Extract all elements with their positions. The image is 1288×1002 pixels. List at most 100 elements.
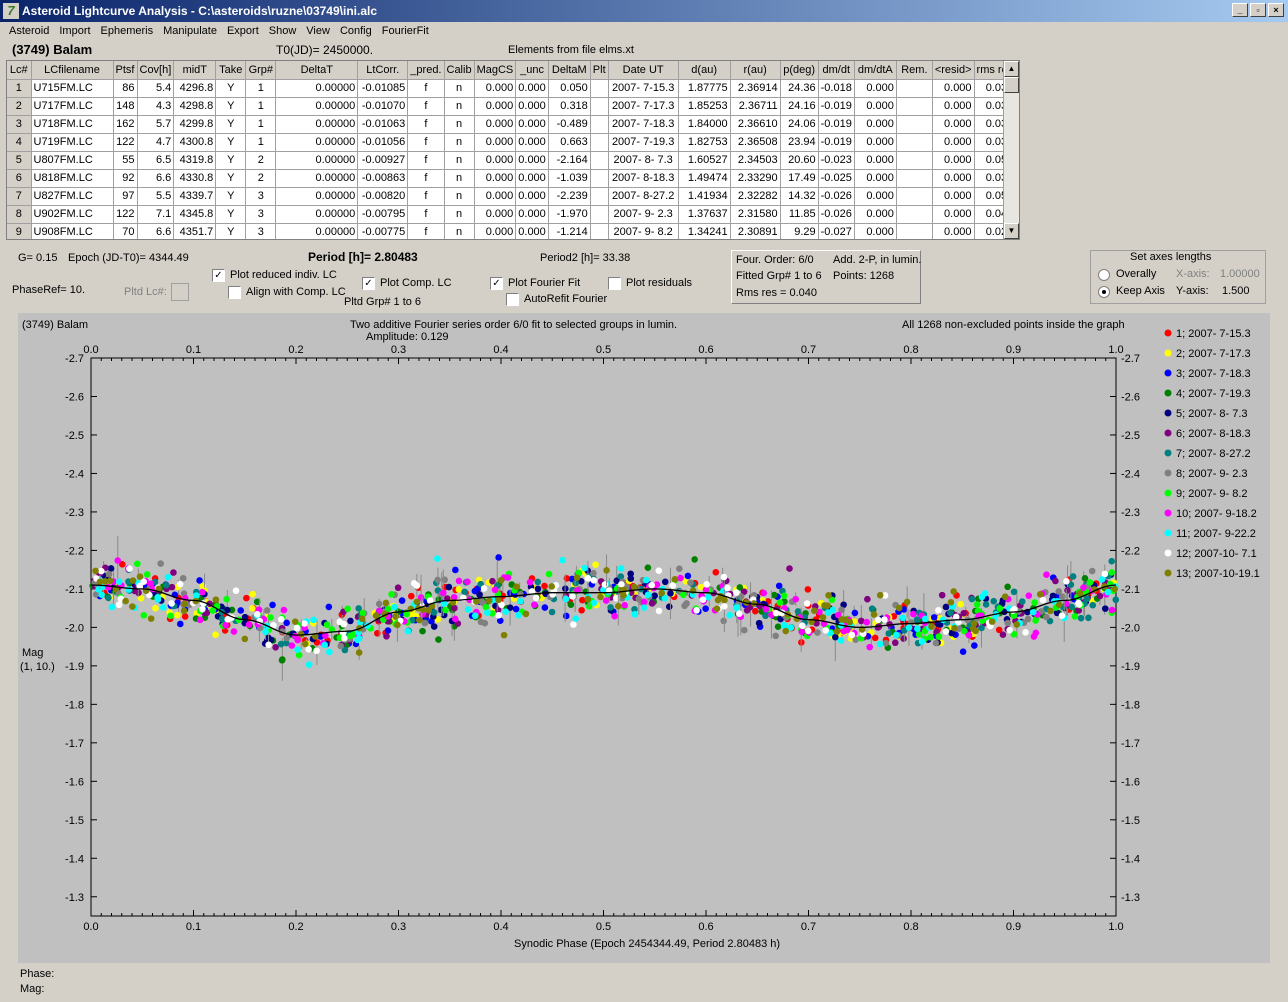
row-header[interactable]: 2: [7, 97, 32, 116]
table-row[interactable]: 2 U717FM.LC 148 4.3 4298.8 Y 1 0.00000 -0.01070 f…: [7, 97, 1017, 116]
table-cell[interactable]: 0.00000: [275, 223, 359, 239]
table-cell[interactable]: 2: [245, 151, 277, 170]
table-cell[interactable]: 2007- 8-18.3: [608, 169, 679, 188]
table-cell[interactable]: f: [407, 223, 445, 239]
table-cell[interactable]: 0.000: [932, 115, 975, 134]
table-cell[interactable]: 2.36914: [730, 79, 781, 98]
table-cell[interactable]: 0.000: [515, 151, 549, 170]
table-cell[interactable]: 2.32282: [730, 187, 781, 206]
table-cell[interactable]: -1.970: [548, 205, 591, 224]
table-cell[interactable]: 4300.8: [173, 133, 217, 152]
table-cell[interactable]: U908FM.LC: [31, 223, 114, 239]
table-cell[interactable]: 0.318: [548, 97, 591, 116]
table-cell[interactable]: [896, 169, 933, 188]
table-cell[interactable]: 2.30891: [730, 223, 781, 239]
table-cell[interactable]: 122: [113, 133, 138, 152]
table-cell[interactable]: 14.32: [780, 187, 819, 206]
table-cell[interactable]: 2007- 7-15.3: [608, 79, 679, 98]
column-header[interactable]: Plt: [590, 61, 609, 80]
table-cell[interactable]: 0.000: [854, 151, 897, 170]
table-cell[interactable]: 0.00000: [275, 97, 359, 116]
column-header[interactable]: _unc: [515, 61, 549, 80]
table-cell[interactable]: [590, 187, 609, 206]
table-cell[interactable]: 0.000: [515, 115, 549, 134]
column-header[interactable]: MagCS: [474, 61, 517, 80]
minimize-button[interactable]: _: [1232, 3, 1248, 17]
table-cell[interactable]: [896, 223, 933, 239]
table-cell[interactable]: -0.025: [818, 169, 855, 188]
table-cell[interactable]: 92: [113, 169, 138, 188]
row-header[interactable]: 6: [7, 169, 32, 188]
column-header[interactable]: midT: [173, 61, 217, 80]
table-cell[interactable]: 3: [245, 205, 277, 224]
row-header[interactable]: 1: [7, 79, 32, 98]
table-cell[interactable]: -0.01070: [357, 97, 409, 116]
table-cell[interactable]: [590, 223, 609, 239]
table-cell[interactable]: 0.000: [474, 187, 517, 206]
table-cell[interactable]: U718FM.LC: [31, 115, 114, 134]
column-header[interactable]: r(au): [730, 61, 781, 80]
table-cell[interactable]: 2007- 7-18.3: [608, 115, 679, 134]
table-cell[interactable]: [896, 97, 933, 116]
menu-manipulate[interactable]: Manipulate: [163, 25, 217, 37]
table-cell[interactable]: 122: [113, 205, 138, 224]
menu-view[interactable]: View: [306, 25, 330, 37]
table-cell[interactable]: 1: [245, 79, 277, 98]
table-cell[interactable]: -0.00795: [357, 205, 409, 224]
table-cell[interactable]: 1.49474: [678, 169, 731, 188]
table-cell[interactable]: [896, 151, 933, 170]
column-header[interactable]: Take: [215, 61, 247, 80]
table-cell[interactable]: [590, 79, 609, 98]
lightcurve-plot-panel[interactable]: (3749) Balam Two additive Fourier series…: [18, 313, 1270, 963]
column-header[interactable]: <resid>: [932, 61, 975, 80]
table-cell[interactable]: f: [407, 133, 445, 152]
table-cell[interactable]: -0.01085: [357, 79, 409, 98]
row-header[interactable]: 7: [7, 187, 32, 206]
autorefit-checkbox[interactable]: [506, 293, 519, 306]
table-cell[interactable]: 0.000: [474, 115, 517, 134]
table-cell[interactable]: [590, 115, 609, 134]
table-cell[interactable]: 0.000: [932, 97, 975, 116]
table-cell[interactable]: -0.019: [818, 115, 855, 134]
table-cell[interactable]: U818FM.LC: [31, 169, 114, 188]
table-cell[interactable]: 0.00000: [275, 169, 359, 188]
table-cell[interactable]: n: [444, 151, 475, 170]
table-cell[interactable]: 0.00000: [275, 187, 359, 206]
table-cell[interactable]: 0.000: [854, 133, 897, 152]
table-cell[interactable]: 2007- 9- 2.3: [608, 205, 679, 224]
pltd-lc-spinner[interactable]: [171, 283, 189, 301]
table-cell[interactable]: 4339.7: [173, 187, 217, 206]
table-cell[interactable]: -0.00927: [357, 151, 409, 170]
table-cell[interactable]: f: [407, 79, 445, 98]
table-cell[interactable]: [896, 79, 933, 98]
row-header[interactable]: 3: [7, 115, 32, 134]
table-cell[interactable]: U715FM.LC: [31, 79, 114, 98]
table-cell[interactable]: 1.82753: [678, 133, 731, 152]
menu-fourierfit[interactable]: FourierFit: [381, 25, 429, 37]
table-cell[interactable]: Y: [215, 205, 247, 224]
column-header[interactable]: Calib: [444, 61, 475, 80]
table-cell[interactable]: 4296.8: [173, 79, 217, 98]
table-cell[interactable]: f: [407, 97, 445, 116]
table-cell[interactable]: 0.000: [474, 97, 517, 116]
table-cell[interactable]: 0.000: [474, 223, 517, 239]
table-cell[interactable]: 0.00000: [275, 133, 359, 152]
column-header[interactable]: Rem.: [896, 61, 933, 80]
table-cell[interactable]: -0.023: [818, 151, 855, 170]
column-header[interactable]: Lc#: [7, 61, 32, 80]
table-cell[interactable]: 5.7: [137, 115, 175, 134]
table-cell[interactable]: 2.34503: [730, 151, 781, 170]
table-row[interactable]: 6 U818FM.LC 92 6.6 4330.8 Y 2 0.00000 -0.00863 f n…: [7, 169, 1017, 188]
table-cell[interactable]: 11.85: [780, 205, 819, 224]
table-cell[interactable]: 1.60527: [678, 151, 731, 170]
table-cell[interactable]: f: [407, 169, 445, 188]
table-row[interactable]: 4 U719FM.LC 122 4.7 4300.8 Y 1 0.00000 -0.01056 f…: [7, 133, 1017, 152]
table-cell[interactable]: 1.41934: [678, 187, 731, 206]
plot-comp-checkbox[interactable]: ✓: [362, 277, 375, 290]
scroll-down-icon[interactable]: ▼: [1004, 223, 1019, 239]
table-cell[interactable]: U807FM.LC: [31, 151, 114, 170]
table-cell[interactable]: U902FM.LC: [31, 205, 114, 224]
table-cell[interactable]: n: [444, 115, 475, 134]
table-cell[interactable]: [590, 169, 609, 188]
table-cell[interactable]: 70: [113, 223, 138, 239]
